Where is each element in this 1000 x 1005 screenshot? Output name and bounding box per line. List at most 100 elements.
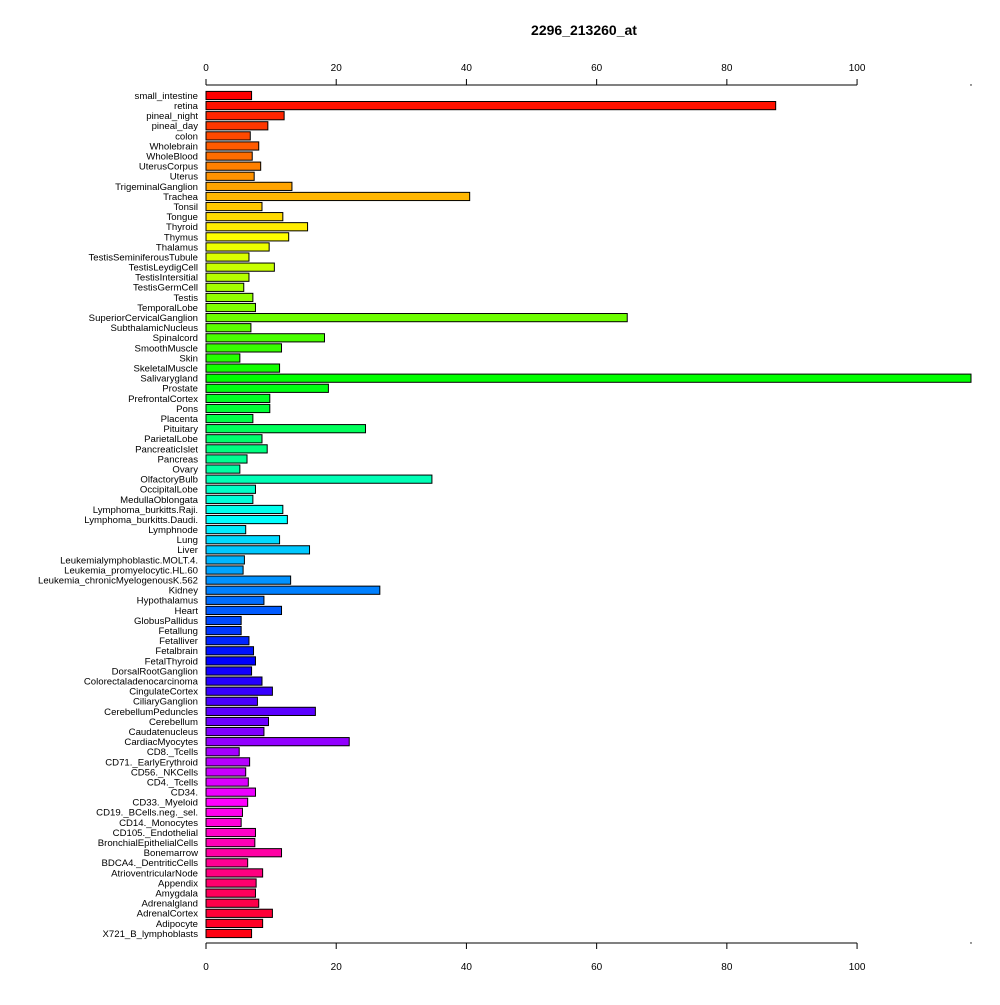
bar [205, 454, 248, 464]
category-label: Amygdala [155, 889, 198, 900]
category-label: pineal_day [152, 121, 199, 132]
bar [205, 858, 249, 868]
bar [205, 484, 256, 494]
category-label: Cerebellum [149, 717, 198, 728]
bar [205, 333, 325, 343]
bar [205, 201, 263, 212]
category-label: Tonsil [173, 202, 198, 213]
bar [205, 777, 249, 787]
bar [205, 646, 255, 656]
axis-end-mark [970, 84, 972, 86]
axis-end-mark [970, 942, 972, 944]
bar [205, 504, 284, 515]
category-label: Prostate [162, 384, 198, 395]
tick-label: 60 [591, 63, 603, 74]
category-label: CingulateCortex [129, 687, 198, 698]
category-label: CD14._Monocytes [119, 818, 198, 829]
category-label: CD71._EarlyErythroid [105, 757, 198, 768]
bar [205, 323, 252, 333]
category-label: CD33._Myeloid [132, 798, 198, 809]
category-label: WholeBlood [146, 151, 198, 162]
category-label: BDCA4._DentriticCells [102, 858, 199, 869]
category-label: Leukemia_chronicMyelogenousK.562 [38, 576, 198, 587]
bar [205, 181, 293, 191]
tick-label: 80 [721, 63, 733, 74]
category-label: TestisGermCell [133, 283, 198, 294]
category-label: Lymphnode [148, 525, 198, 536]
bar [205, 191, 471, 202]
bar [205, 716, 269, 727]
category-label: Fetallung [159, 626, 198, 637]
category-label: Pons [176, 404, 198, 415]
category-label: DorsalRootGanglion [112, 666, 198, 677]
category-label: retina [174, 101, 199, 112]
category-label: small_intestine [135, 91, 198, 102]
category-label: Skin [179, 353, 198, 364]
bar [205, 151, 253, 161]
bar [205, 272, 250, 282]
tick-label: 0 [203, 962, 209, 973]
bar [205, 373, 972, 383]
bar [205, 726, 265, 737]
category-label: ParietalLobe [144, 434, 198, 445]
bar [205, 737, 350, 747]
category-label: Lymphoma_burkitts.Raji. [93, 505, 198, 516]
bar [205, 757, 251, 767]
bar [205, 575, 292, 585]
bar [205, 302, 256, 313]
tick-label: 0 [203, 63, 209, 74]
bar [205, 908, 273, 918]
bar [205, 827, 256, 838]
category-label: Bonemarrow [144, 848, 198, 859]
category-label: TestisSeminiferousTubule [89, 252, 199, 263]
category-label: Placenta [161, 414, 199, 425]
category-label: Uterus [170, 172, 198, 183]
category-label: Fetalliver [159, 636, 199, 647]
tick-label: 80 [721, 962, 733, 973]
bar [205, 212, 284, 222]
category-label: GlobusPallidus [134, 616, 198, 627]
bar [205, 656, 256, 666]
bar [205, 141, 260, 151]
bar [205, 636, 250, 646]
bar [205, 898, 260, 908]
bar [205, 232, 290, 242]
category-label: TestisIntersitial [135, 273, 198, 284]
bar [205, 787, 256, 797]
bar [205, 90, 253, 101]
bar [205, 686, 273, 696]
bar [205, 313, 628, 323]
category-label: Adrenalgland [141, 899, 198, 910]
bar [205, 474, 433, 484]
category-label: CD4._Tcells [147, 777, 198, 788]
category-label: PrefrontalCortex [128, 394, 198, 405]
category-label: CD8._Tcells [147, 747, 198, 758]
bar [205, 676, 263, 686]
category-label: TrigeminalGanglion [115, 182, 198, 193]
bar [205, 101, 777, 111]
bar [205, 706, 316, 716]
category-label: Heart [175, 606, 199, 617]
category-label: CiliaryGanglion [133, 697, 198, 708]
tick-label: 100 [849, 63, 866, 74]
category-label: CD19._BCells.neg._sel. [96, 808, 198, 819]
bar [205, 525, 247, 535]
category-label: Colorectaladenocarcinoma [84, 676, 199, 687]
bar [205, 424, 367, 434]
category-label: Leukemia_promyelocytic.HL.60 [64, 565, 198, 576]
category-label: Caudatenucleus [129, 727, 199, 738]
category-label: CD56._NKCells [131, 767, 198, 778]
bar [205, 696, 258, 706]
category-label: Thymus [164, 232, 198, 243]
category-label: TemporalLobe [137, 303, 198, 314]
category-label: CD34. [171, 788, 198, 799]
bar [205, 848, 283, 858]
bottom-x-axis: 0 20 40 60 80 100 [203, 942, 972, 973]
tick-label: 40 [461, 962, 473, 973]
category-label: OlfactoryBulb [140, 475, 198, 486]
category-label: SubthalamicNucleus [111, 323, 199, 334]
category-label: X721_B_lymphoblasts [103, 929, 199, 940]
category-label: colon [175, 131, 198, 142]
bar [205, 444, 268, 454]
category-label: Lung [177, 535, 198, 546]
